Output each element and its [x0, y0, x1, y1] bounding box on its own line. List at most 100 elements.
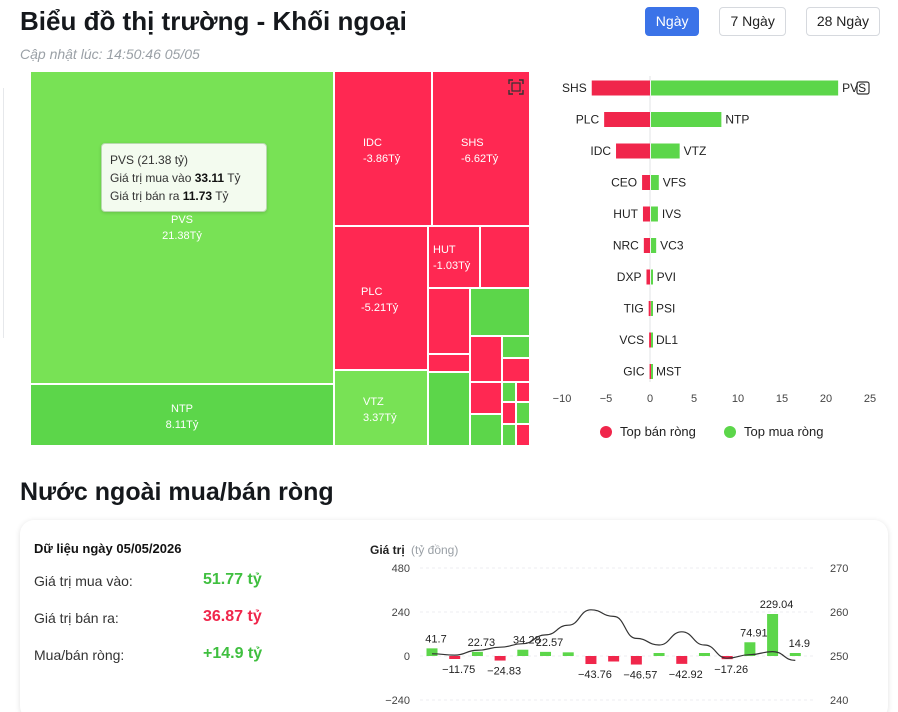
buy-bar	[651, 143, 680, 159]
treemap-label-plc-ticker: PLC	[361, 286, 383, 298]
sell-ticker-label: PLC	[576, 113, 600, 127]
treemap-cell-small-sell-2[interactable]	[428, 288, 470, 354]
legend-sell[interactable]: Top bán ròng	[600, 424, 696, 439]
data-label: 74.91	[740, 627, 768, 639]
stat-buy-value: 51.77 tỷ	[203, 571, 262, 588]
buy-ticker-label: PVI	[657, 270, 676, 284]
tab-day[interactable]: Ngày	[644, 7, 700, 36]
x-tick-label: −10	[553, 393, 572, 405]
sell-bar	[649, 332, 652, 348]
left-tick-label: 480	[392, 563, 410, 575]
sell-bar	[642, 175, 650, 190]
x-tick-label: 5	[691, 393, 697, 405]
treemap-cell-small-sell-1[interactable]	[480, 226, 530, 288]
sell-bar	[648, 301, 651, 316]
treemap-cell-plc[interactable]	[334, 226, 428, 370]
buy-ticker-label: IVS	[662, 207, 681, 221]
treemap-cell-vtz[interactable]	[334, 370, 428, 446]
net-flow-bar	[540, 651, 552, 656]
treemap-cell-pvs[interactable]	[30, 71, 334, 384]
buy-bar	[651, 238, 657, 253]
sell-ticker-label: GIC	[623, 365, 645, 379]
net-flow-chart: Giá trị (tỷ đồng) 480 240 0 −240 270 260 250 240 4…	[360, 540, 890, 712]
legend-sell-label: Top bán ròng	[620, 424, 696, 439]
x-tick-label: 20	[820, 393, 832, 405]
treemap-cell-small-sell-8[interactable]	[502, 402, 516, 424]
data-label: −42.92	[669, 669, 703, 681]
treemap-cell-small-buy-7[interactable]	[502, 424, 516, 446]
side-panel-edge	[0, 88, 4, 338]
x-tick-label: 25	[864, 393, 876, 405]
treemap-cell-small-buy-6[interactable]	[516, 402, 530, 424]
compare-icon	[856, 81, 870, 95]
treemap-cell-small-buy-3[interactable]	[428, 372, 470, 446]
treemap-cell-small-sell-9[interactable]	[516, 424, 530, 446]
period-tabs: Ngày 7 Ngày 28 Ngày	[644, 7, 880, 36]
top-net-bar-chart: SHS PVS PLC NTP IDC VTZ CEO VFS HUT IVS NRC VC3 DXP P…	[548, 70, 888, 450]
net-flow-bar	[789, 653, 801, 656]
tab-28-days[interactable]: 28 Ngày	[805, 7, 880, 36]
net-flow-svg: Giá trị (tỷ đồng)480 240 0 −240 270 260 250 240 4…	[370, 543, 848, 707]
sell-ticker-label: CEO	[611, 176, 637, 190]
treemap-label-vtz-ticker: VTZ	[363, 396, 384, 408]
sell-bar	[604, 112, 650, 127]
treemap: PVS 21.38Tỷ NTP 8.11Tỷ IDC -3.86Tỷ SHS -…	[30, 71, 530, 446]
treemap-cell-ntp[interactable]	[30, 384, 334, 446]
treemap-cell-hut[interactable]	[428, 226, 480, 288]
x-tick-label: 0	[647, 393, 653, 405]
sell-bar	[591, 80, 650, 96]
x-tick-label: −5	[600, 393, 613, 405]
data-label: −17.26	[714, 664, 748, 676]
right-tick-label: 270	[830, 563, 848, 575]
net-flow-bar	[608, 656, 620, 662]
sell-bar	[649, 364, 652, 379]
net-flow-bar	[653, 653, 665, 656]
expand-icon[interactable]	[508, 79, 524, 95]
buy-ticker-label: MST	[656, 365, 682, 379]
top-net-svg: SHS PVS PLC NTP IDC VTZ CEO VFS HUT IVS NRC VC3 DXP P…	[553, 76, 876, 405]
data-label: 41.7	[425, 633, 446, 645]
treemap-cell-idc[interactable]	[334, 71, 432, 226]
treemap-cell-small-sell-7[interactable]	[516, 382, 530, 402]
data-label: −11.75	[442, 664, 475, 676]
sell-bar	[643, 238, 650, 253]
treemap-label-idc-value: -3.86Tỷ	[363, 153, 401, 165]
treemap-cell-small-buy-5[interactable]	[502, 382, 516, 402]
treemap-cell-small-buy-4[interactable]	[470, 414, 502, 446]
treemap-cell-small-buy-2[interactable]	[502, 336, 530, 358]
sell-ticker-label: DXP	[617, 270, 642, 284]
sell-bar	[616, 143, 650, 159]
treemap-label-pvs-ticker: PVS	[170, 214, 193, 226]
legend-buy[interactable]: Top mua ròng	[724, 424, 824, 439]
buy-bar	[651, 175, 659, 190]
data-date: Dữ liệu ngày 05/05/2026	[34, 541, 182, 556]
treemap-cell-small-sell-6[interactable]	[470, 382, 502, 414]
data-label: 22.73	[468, 637, 496, 649]
treemap-cell-small-buy-1[interactable]	[470, 288, 530, 336]
stat-net-value: +14.9 tỷ	[203, 645, 263, 662]
treemap-tooltip: PVS (21.38 tỷ) Giá trị mua vào 33.11 Tỷ …	[101, 143, 267, 212]
data-label: 14.9	[789, 638, 810, 650]
data-label: 22.57	[536, 637, 564, 649]
treemap-cell-small-sell-5[interactable]	[502, 358, 530, 382]
treemap-label-hut-value: -1.03Tỷ	[433, 260, 471, 272]
x-tick-label: 15	[776, 393, 788, 405]
left-tick-label: 0	[404, 651, 410, 663]
treemap-cell-small-sell-4[interactable]	[470, 336, 502, 382]
data-label: −24.83	[487, 666, 521, 678]
treemap-cell-shs[interactable]	[432, 71, 530, 226]
updated-timestamp: Cập nhật lúc: 14:50:46 05/05	[20, 46, 200, 62]
treemap-cell-small-sell-3[interactable]	[428, 354, 470, 372]
buy-bar	[651, 332, 653, 348]
page-title: Biểu đồ thị trường - Khối ngoại	[20, 6, 407, 36]
treemap-label-idc-ticker: IDC	[363, 137, 382, 149]
legend-buy-dot	[724, 425, 736, 438]
y-axis-unit: (tỷ đồng)	[411, 543, 458, 557]
stat-sell-value: 36.87 tỷ	[203, 608, 262, 625]
y-axis-title: Giá trị	[370, 543, 405, 557]
legend-buy-label: Top mua ròng	[744, 424, 824, 439]
net-flow-bar	[630, 656, 642, 665]
tab-7-days[interactable]: 7 Ngày	[719, 7, 786, 36]
buy-ticker-label: DL1	[656, 333, 678, 347]
